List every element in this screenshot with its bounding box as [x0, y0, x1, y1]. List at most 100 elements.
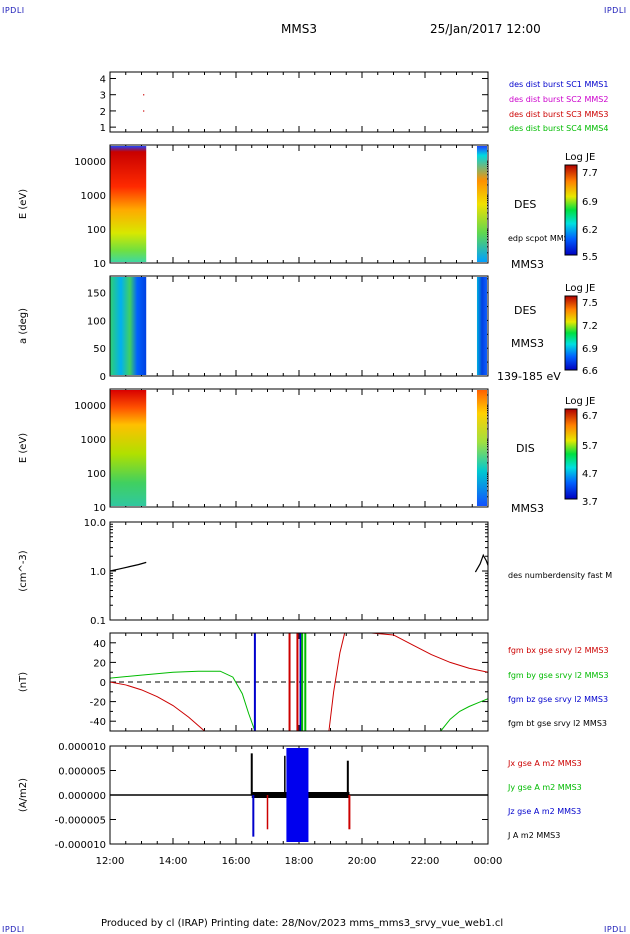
label-edp-scpot: edp scpot MMS3 [508, 234, 574, 243]
legend-jz: Jz gse A m2 MMS3 [507, 807, 581, 816]
sc-point [143, 110, 145, 112]
colorbar-des-energy-tick: 6.2 [582, 225, 598, 236]
colorbar-dis-energy-tick: 3.7 [582, 497, 598, 508]
label-energy-range: 139-185 eV [497, 370, 561, 383]
y-tick-label: 50 [93, 344, 106, 355]
bfield-line [328, 632, 489, 732]
label-dis: DIS [516, 442, 535, 455]
bfield-line [440, 698, 489, 732]
y-tick-label: 1000 [81, 191, 106, 202]
ylabel-dis-energy: E (eV) [18, 433, 29, 463]
y-tick-label: -20 [90, 698, 106, 709]
y-tick-label: 1000 [81, 435, 106, 446]
legend-bz: fgm bz gse srvy l2 MMS3 [508, 695, 608, 704]
spacecraft-title: MMS3 [281, 22, 317, 36]
legend-sc-mms2: des dist burst SC2 MMS2 [509, 95, 608, 104]
des-energy-block [110, 146, 147, 262]
y-tick-label: 100 [87, 316, 106, 327]
panels-layer: 12:00 14:00 16:00 18:00 20:00 22:00 00:00 1 2 3 4 1… [55, 72, 503, 867]
colorbar-des-energy-tick: 7.7 [582, 168, 598, 179]
ylabel-density: (cm^-3) [18, 550, 29, 591]
des-pitch-block [476, 277, 487, 375]
colorbar-des-energy-tick: 6.9 [582, 197, 598, 208]
bfield-line [109, 681, 205, 732]
y-tick-label: 0.000010 [58, 742, 106, 753]
legend-jx: Jx gse A m2 MMS3 [507, 759, 582, 768]
y-tick-label: 0 [100, 372, 106, 383]
colorbar-des-pitch-tick: 6.9 [582, 344, 598, 355]
legend-bt: fgm bt gse srvy l2 MMS3 [508, 719, 607, 728]
current-jz-band [286, 748, 309, 842]
label-mms3-3: MMS3 [511, 502, 544, 515]
legend-by: fgm by gse srvy l2 MMS3 [508, 671, 609, 680]
legend-jy: Jy gse A m2 MMS3 [507, 783, 582, 792]
logo-bottom-right: IPDLI [604, 925, 627, 934]
bfield-line [109, 670, 256, 732]
des-energy-block [476, 146, 487, 262]
y-tick-label: 0 [100, 678, 106, 689]
colorbar-dis-energy-tick: 6.7 [582, 411, 598, 422]
y-tick-label: 40 [93, 639, 106, 650]
legend-density: des numberdensity fast M [508, 571, 612, 580]
footer-credit: Produced by cl (IRAP) Printing date: 28/… [101, 918, 504, 929]
panel-frame-des-energy [109, 144, 489, 264]
panel-frame-density [109, 521, 489, 621]
y-tick-label: -0.000010 [55, 840, 106, 851]
colorbar-des-pitch-tick: 6.6 [582, 366, 598, 377]
colorbar-des-pitch-tick: 7.5 [582, 298, 598, 309]
panel-frame-dis-energy [109, 388, 489, 508]
des-pitch-block [110, 277, 147, 375]
sc-point [143, 94, 145, 96]
date-title: 25/Jan/2017 12:00 [430, 22, 541, 36]
ylabel-des-pitch: a (deg) [18, 308, 29, 344]
label-mms3-2: MMS3 [511, 337, 544, 350]
y-tick-label: 10.0 [84, 518, 106, 529]
x-tick-label: 22:00 [411, 856, 440, 867]
logo-top-left: IPDLI [2, 6, 25, 15]
y-tick-label: 2 [100, 107, 106, 118]
x-tick-label: 00:00 [474, 856, 503, 867]
legend-sc-mms1: des dist burst SC1 MMS1 [509, 80, 608, 89]
y-tick-label: 100 [87, 225, 106, 236]
y-tick-label: 0.000000 [58, 791, 106, 802]
legend-j: J A m2 MMS3 [507, 831, 560, 840]
x-tick-label: 12:00 [96, 856, 125, 867]
panel-frame-current [109, 745, 489, 845]
x-tick-label: 18:00 [285, 856, 314, 867]
x-tick-label: 14:00 [159, 856, 188, 867]
colorbar-dis-energy-tick: 4.7 [582, 469, 598, 480]
y-tick-label: 150 [87, 289, 106, 300]
y-tick-label: 10 [93, 259, 106, 270]
logo-top-right: IPDLI [604, 6, 627, 15]
colorbar-des-energy-title: Log JE [565, 152, 595, 163]
colorbar-dis-energy: Log JE 6.7 5.7 4.7 3.7 [564, 396, 598, 508]
dis-energy-block [110, 390, 147, 506]
dis-energy-block [476, 390, 487, 506]
panel-frame-des-pitch [109, 275, 489, 377]
colorbar-dis-energy-tick: 5.7 [582, 441, 598, 452]
ylabel-bfield: (nT) [18, 672, 29, 692]
label-des-2: DES [514, 304, 536, 317]
legend-bx: fgm bx gse srvy l2 MMS3 [508, 646, 609, 655]
y-tick-label: 3 [100, 91, 106, 102]
y-tick-label: 1.0 [90, 567, 106, 578]
y-tick-label: -40 [90, 717, 106, 728]
colorbar-des-pitch-tick: 7.2 [582, 321, 598, 332]
legend-sc-mms3: des dist burst SC3 MMS3 [509, 110, 608, 119]
y-tick-label: 10 [93, 503, 106, 514]
y-tick-label: 10000 [74, 157, 106, 168]
y-tick-label: 10000 [74, 401, 106, 412]
y-tick-label: 4 [100, 74, 106, 85]
legend-sc-mms4: des dist burst SC4 MMS4 [509, 124, 608, 133]
colorbar-des-energy: Log JE 7.7 6.9 6.2 5.5 [564, 152, 598, 263]
colorbar-des-energy-tick: 5.5 [582, 252, 598, 263]
density-line [109, 561, 147, 572]
y-tick-label: 100 [87, 469, 106, 480]
label-des-1: DES [514, 198, 536, 211]
frames-layer [109, 71, 489, 845]
y-tick-label: 0.000005 [58, 767, 106, 778]
colorbar-dis-energy-bar [564, 408, 578, 500]
x-tick-label: 20:00 [348, 856, 377, 867]
ylabel-current: (A/m2) [18, 778, 29, 812]
